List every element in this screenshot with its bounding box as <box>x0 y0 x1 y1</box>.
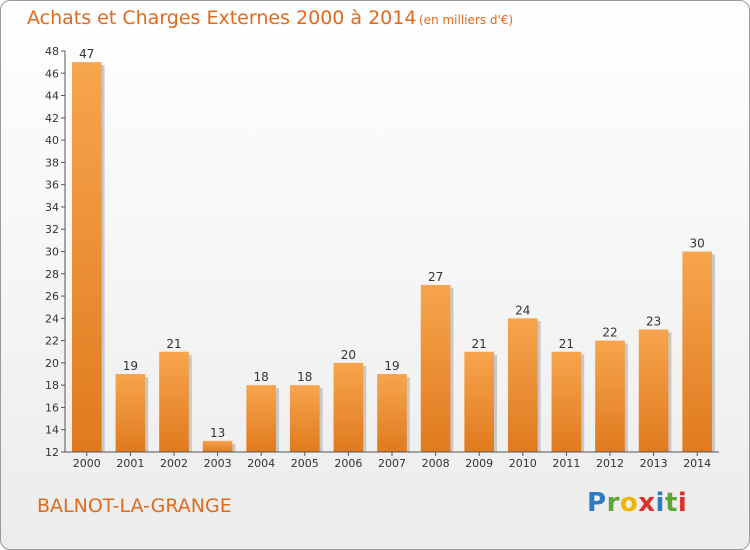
bar-value-label: 20 <box>341 348 356 362</box>
x-tick-label: 2004 <box>247 457 275 470</box>
bar-2000 <box>71 62 102 453</box>
x-tick-label: 2006 <box>334 457 362 470</box>
y-tick-label: 20 <box>45 357 59 370</box>
x-axis: 2000 2001 2002 2003 2004 2005 2006 2007 2008 2009… <box>65 451 719 470</box>
bar-2012 <box>595 340 625 452</box>
y-tick-label: 36 <box>45 179 59 192</box>
y-tick-label: 12 <box>45 446 59 459</box>
bar-value-label: 18 <box>254 370 269 384</box>
logo-letter: o <box>619 488 639 518</box>
y-tick-label: 22 <box>45 335 59 348</box>
bar-2004 <box>246 385 277 452</box>
bar-value-label: 19 <box>384 359 399 373</box>
x-tick-label: 2013 <box>640 457 668 470</box>
y-axis: 12 14 16 18 20 22 24 26 28 30 32 34 36 38 40 42 44 46 48 <box>45 45 66 459</box>
bar-2014 <box>682 251 713 452</box>
y-tick-label: 14 <box>45 424 59 437</box>
y-tick-label: 42 <box>45 112 59 125</box>
x-tick-label: 2000 <box>73 457 101 470</box>
logo-letter: x <box>638 488 656 518</box>
bar-2001 <box>115 374 146 452</box>
bar-value-label: 23 <box>646 314 661 328</box>
bar-value-label: 19 <box>123 359 138 373</box>
x-tick-label: 2008 <box>422 457 450 470</box>
y-tick-label: 48 <box>45 45 59 58</box>
bar-2006 <box>333 362 364 452</box>
proxiti-logo[interactable]: Proxiti <box>587 488 687 518</box>
x-tick-label: 2014 <box>683 457 711 470</box>
bar-2010 <box>507 318 538 452</box>
bar-value-label: 21 <box>559 337 574 351</box>
y-tick-label: 32 <box>45 223 59 236</box>
logo-letter: t <box>664 488 678 518</box>
bar-2013 <box>638 329 669 452</box>
bar-value-label: 18 <box>297 370 312 384</box>
y-tick-label: 28 <box>45 268 59 281</box>
bar-2011 <box>551 351 582 452</box>
y-tick-label: 16 <box>45 401 59 414</box>
bar-value-label: 24 <box>515 303 530 317</box>
y-tick-label: 30 <box>45 246 59 259</box>
bar-value-label: 30 <box>690 237 705 251</box>
logo-letter: i <box>655 488 665 518</box>
bar-2005 <box>289 385 320 452</box>
y-tick-label: 26 <box>45 290 59 303</box>
x-tick-label: 2001 <box>116 457 144 470</box>
bar-2007 <box>377 374 407 452</box>
y-tick-label: 44 <box>45 90 59 103</box>
bar-2003 <box>202 440 233 452</box>
logo-letter: P <box>587 488 607 518</box>
y-tick-label: 46 <box>45 67 59 80</box>
y-tick-label: 34 <box>45 201 59 214</box>
x-tick-label: 2012 <box>596 457 624 470</box>
logo-letter: i <box>677 488 688 518</box>
y-tick-label: 40 <box>45 134 59 147</box>
bars: 47 19 21 13 18 18 20 19 27 21 24 21 22 23 30 <box>71 47 716 453</box>
x-tick-label: 2005 <box>291 457 319 470</box>
logo-letter: r <box>606 488 620 518</box>
x-tick-label: 2002 <box>160 457 188 470</box>
chart-title: Achats et Charges Externes 2000 à 2014 <box>27 7 417 29</box>
bar-value-label: 22 <box>602 326 617 340</box>
x-tick-label: 2009 <box>465 457 493 470</box>
y-tick-label: 38 <box>45 156 59 169</box>
bar-value-label: 21 <box>166 337 181 351</box>
x-tick-label: 2011 <box>552 457 580 470</box>
bar-2002 <box>159 351 189 452</box>
x-tick-label: 2010 <box>509 457 537 470</box>
y-tick-label: 18 <box>45 379 59 392</box>
chart-subtitle: (en milliers d'€) <box>419 13 514 27</box>
bar-2009 <box>464 351 495 452</box>
y-tick-label: 24 <box>45 312 59 325</box>
bar-value-label: 13 <box>210 426 225 440</box>
bar-value-label: 47 <box>79 47 94 61</box>
bar-value-label: 27 <box>428 270 443 284</box>
bar-value-label: 21 <box>472 337 487 351</box>
x-tick-label: 2003 <box>204 457 232 470</box>
commune-name: BALNOT-LA-GRANGE <box>37 495 232 517</box>
bar-2008 <box>420 284 451 452</box>
x-tick-label: 2007 <box>378 457 406 470</box>
